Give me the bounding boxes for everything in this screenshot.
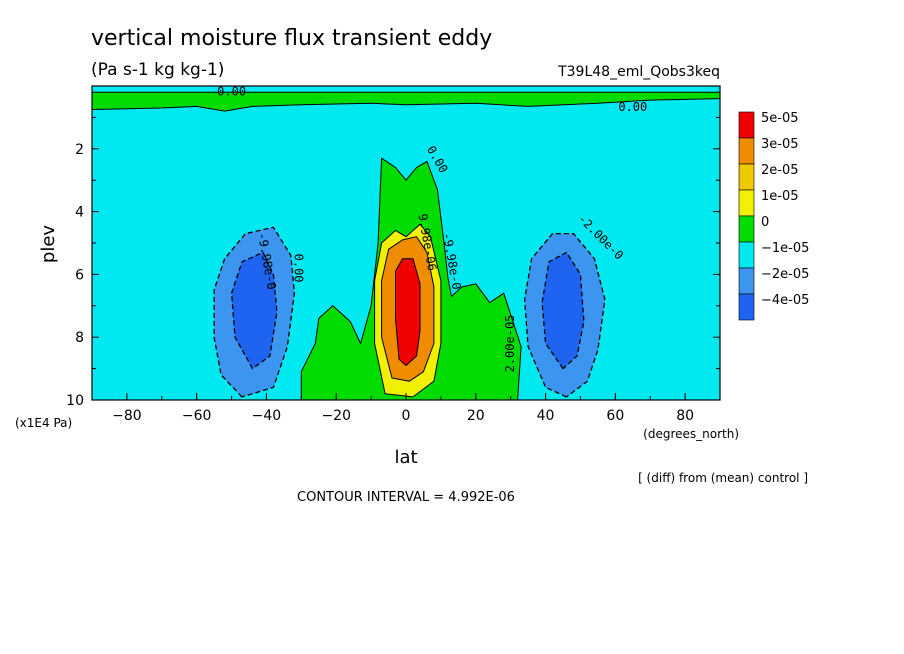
y-tick-label: 8 (75, 330, 84, 346)
legend-label: −2e-05 (761, 267, 809, 282)
contour-region-upper-positive-layer (92, 91, 720, 112)
x-tick-label: −80 (112, 408, 142, 424)
legend-swatch (738, 267, 755, 295)
legend-label: −1e-05 (761, 241, 809, 256)
legend-swatch (738, 241, 755, 269)
y-axis-label: plev (38, 225, 59, 264)
y-tick-label: 4 (75, 205, 84, 221)
contour-label: 2.00e-05 (503, 315, 517, 373)
y-tick-label: 6 (75, 267, 84, 283)
chart-title: vertical moisture flux transient eddy (91, 26, 492, 51)
plot-area: 0.000.000.000.002.00e-059.98e-06 -9.98e-0… (92, 84, 720, 400)
x-tick-label: 0 (402, 408, 411, 424)
diff-note: [ (diff) from (mean) control ] (638, 471, 808, 485)
legend-swatch (738, 189, 755, 217)
contour-label: 0.00 (618, 100, 647, 114)
y-axis: 2 4 6 8 10 (66, 116, 720, 409)
contour-region-right-negative-lobe-2 (541, 251, 585, 370)
contour-label: 0.00 (291, 254, 305, 283)
y-tick-label: 10 (66, 393, 84, 409)
x-tick-label: −40 (252, 408, 282, 424)
x-tick-label: 40 (537, 408, 555, 424)
contour-interval: CONTOUR INTERVAL = 4.992E-06 (297, 490, 515, 505)
x-axis-units: (degrees_north) (643, 427, 739, 441)
color-legend: 5e-05 3e-05 2e-05 1e-05 0 −1e-05 −2e-05 −4e-05 (738, 111, 809, 321)
legend-label: 0 (761, 215, 769, 230)
x-axis: −80 −60 −40 −20 0 20 40 60 80 (112, 393, 694, 424)
x-axis-label: lat (394, 447, 417, 468)
legend-label: −4e-05 (761, 293, 809, 308)
legend-swatch (738, 163, 755, 191)
contour-region-left-negative-lobe-2 (230, 251, 278, 370)
run-label: T39L48_eml_Qobs3keq (557, 64, 720, 80)
contour-regions (92, 91, 720, 400)
legend-label: 3e-05 (761, 137, 799, 152)
y-axis-units: (x1E4 Pa) (15, 416, 72, 430)
contour-label: 0.00 (217, 84, 246, 98)
legend-swatch (738, 293, 755, 321)
legend-label: 5e-05 (761, 111, 799, 126)
x-tick-label: −20 (321, 408, 351, 424)
legend-swatch (738, 215, 755, 243)
legend-label: 2e-05 (761, 163, 799, 178)
chart-units: (Pa s-1 kg kg-1) (91, 60, 224, 80)
legend-swatch (738, 137, 755, 165)
contour-region-central-level-3 (395, 258, 421, 366)
x-tick-label: 80 (676, 408, 694, 424)
y-tick-label: 2 (75, 142, 84, 158)
legend-label: 1e-05 (761, 189, 799, 204)
x-tick-label: 20 (467, 408, 485, 424)
legend-swatch (738, 111, 755, 139)
x-tick-label: −60 (182, 408, 212, 424)
x-tick-label: 60 (606, 408, 624, 424)
